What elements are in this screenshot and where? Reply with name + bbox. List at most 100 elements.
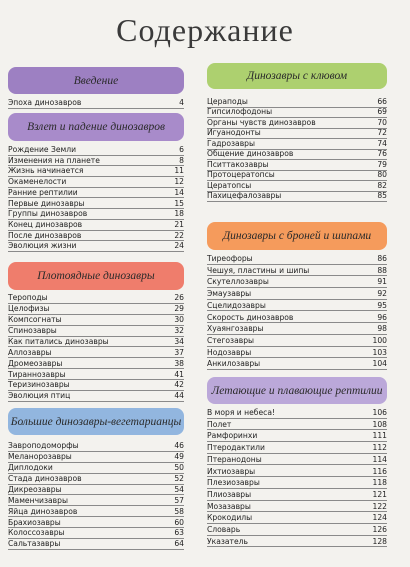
entry-title: Указатель: [207, 536, 248, 546]
entry-title: Группы динозавров: [8, 209, 88, 219]
entry-title: Тиреофоры: [207, 254, 253, 264]
entry-title: Птеродактили: [207, 443, 265, 453]
entry-title: Жизнь начинается: [8, 166, 84, 176]
entry-page: 80: [377, 170, 387, 180]
toc-entry: Ихтиозавры 116: [207, 466, 387, 478]
entry-title: Дромеозавры: [8, 358, 63, 368]
toc-entry: Нодозавры 103: [207, 347, 387, 359]
entry-page: 100: [372, 335, 388, 345]
toc-entry: Завроподоморфы 46: [8, 441, 184, 452]
entry-title: Завроподоморфы: [8, 441, 79, 451]
entry-title: Маменчизавры: [8, 495, 68, 505]
entry-title: Плиозавры: [207, 489, 252, 499]
entry-title: Мозазавры: [207, 501, 251, 511]
entry-page: 70: [377, 117, 387, 127]
entry-page: 106: [372, 408, 388, 418]
entry-title: Словарь: [207, 525, 241, 535]
entry-page: 124: [372, 513, 388, 523]
entry-page: 86: [377, 254, 387, 264]
entry-page: 76: [377, 149, 387, 159]
toc-entry: Птеродактили 112: [207, 442, 387, 454]
entry-page: 6: [179, 145, 184, 155]
toc-entry: Жизнь начинается 11: [8, 166, 184, 178]
toc-entry: Изменения на планете 8: [8, 156, 184, 167]
entry-page: 18: [174, 209, 184, 219]
entry-page: 112: [372, 443, 388, 453]
toc-entry: Яйца динозавров 58: [8, 506, 184, 518]
entry-page: 114: [372, 454, 388, 464]
entry-page: 64: [174, 539, 184, 549]
entry-page: 46: [174, 441, 184, 451]
entry-title: Полет: [207, 419, 232, 429]
entry-title: Брахиозавры: [8, 517, 61, 527]
toc-entry: Птеранодоны 114: [207, 454, 387, 466]
toc-entry: После динозавров 22: [8, 231, 184, 242]
section-heading: Летающие и плавающие рептилии: [207, 377, 387, 404]
entry-page: 122: [372, 501, 388, 511]
entry-page: 121: [372, 489, 388, 499]
entry-title: Плезиозавры: [207, 478, 260, 488]
entry-title: Целофизы: [8, 304, 50, 314]
entry-title: Тираннозавры: [8, 369, 66, 379]
entry-title: Эволюция жизни: [8, 241, 77, 251]
toc-entry: Эпоха динозавров 4: [8, 98, 184, 109]
entry-title: Общение динозавров: [207, 149, 294, 159]
section-heading: Динозавры с клювом: [207, 63, 387, 89]
entry-title: Рамфоринхи: [207, 431, 258, 441]
entry-page: 98: [377, 324, 387, 334]
entry-page: 111: [372, 431, 388, 441]
toc-entry: Эволюция птиц 44: [8, 391, 184, 402]
entry-title: Первые динозавры: [8, 198, 85, 208]
entry-page: 74: [377, 138, 387, 148]
toc-entry: Тероподы 26: [8, 293, 184, 304]
entry-title: Чешуя, пластины и шипы: [207, 265, 310, 275]
entry-page: 88: [377, 265, 387, 275]
entry-title: Конец динозавров: [8, 219, 83, 229]
toc-entry: Маменчизавры 57: [8, 496, 184, 507]
toc-entry: Скорость динозавров 96: [207, 312, 387, 324]
toc-entry: Рамфоринхи 111: [207, 430, 388, 443]
toc-entry: Указатель 128: [207, 536, 387, 548]
entry-page: 69: [377, 107, 387, 117]
entry-page: 54: [174, 484, 184, 494]
entry-page: 128: [372, 536, 388, 546]
toc-entry: Тираннозавры 41: [8, 369, 184, 381]
entry-title: Сальтазавры: [8, 539, 61, 549]
entry-page: 8: [179, 155, 184, 165]
entry-title: После динозавров: [8, 230, 82, 240]
entry-page: 57: [174, 495, 184, 505]
toc-entry: Пситтакозавры 79: [207, 160, 387, 171]
toc-entry: Хуаянгозавры 98: [207, 323, 387, 335]
entry-title: В моря и небеса!: [207, 408, 276, 418]
toc-entry: Чешуя, пластины и шипы 88: [207, 265, 387, 277]
entry-page: 116: [372, 466, 388, 476]
entry-page: 32: [174, 325, 184, 335]
entry-title: Скутеллозавры: [207, 277, 269, 287]
entry-page: 11: [174, 166, 184, 176]
entry-title: Изменения на планете: [8, 155, 100, 165]
page-title: Содержание: [116, 12, 294, 48]
entry-page: 66: [377, 96, 387, 106]
entry-page: 34: [174, 336, 184, 346]
toc-entry: Брахиозавры 60: [8, 517, 184, 529]
entry-title: Эволюция птиц: [8, 391, 71, 401]
entry-title: Эмаузавры: [207, 289, 252, 299]
entry-page: 118: [372, 478, 388, 488]
toc-entry: Аллозавры 37: [8, 348, 184, 359]
entry-title: Тероподы: [8, 293, 48, 303]
section-heading: Динозавры с броней и шипами: [207, 222, 387, 250]
toc-entry: Диплодоки 50: [8, 463, 184, 474]
toc-entry: Пахицефалозавры 85: [207, 191, 387, 202]
entry-page: 85: [377, 191, 387, 201]
entry-title: Аллозавры: [8, 347, 52, 357]
entry-title: Эпоха динозавров: [8, 98, 82, 108]
toc-entry: Теризинозавры 42: [8, 380, 184, 392]
entry-page: 60: [174, 517, 184, 527]
entry-page: 38: [174, 358, 184, 368]
toc-entry: Игуанодонты 72: [207, 128, 387, 139]
section-heading: Введение: [8, 67, 184, 94]
entry-title: Гипсилофодоны: [207, 107, 273, 117]
entry-page: 72: [377, 128, 387, 138]
toc-entry: В моря и небеса! 106: [207, 407, 387, 419]
entry-title: Ихтиозавры: [207, 466, 256, 476]
